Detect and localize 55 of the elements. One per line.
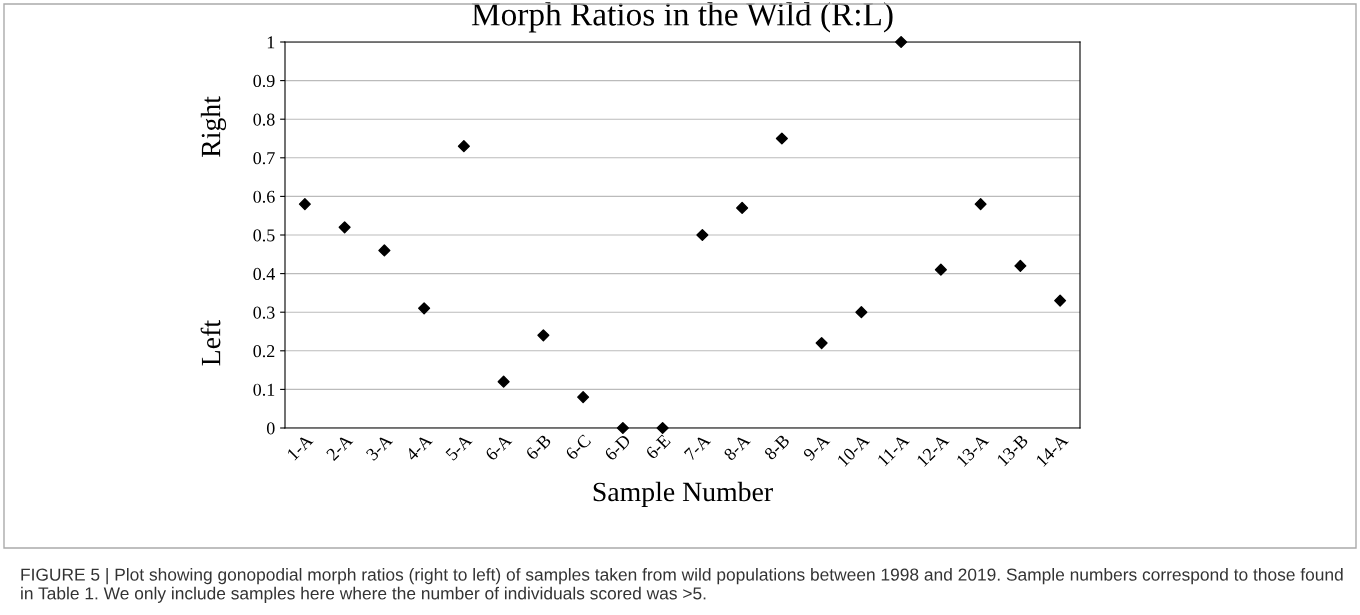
y-tick-label: 0.2 <box>253 345 275 358</box>
x-tick-label: 10-A <box>836 433 871 467</box>
y-tick-label: 0.1 <box>253 383 275 396</box>
x-tick-label: 12-A <box>916 433 950 467</box>
y-tick-label: 0 <box>266 422 275 435</box>
point <box>378 244 391 257</box>
x-tick-label: 1-A <box>286 433 314 461</box>
point <box>1054 294 1067 307</box>
point <box>974 198 987 211</box>
x-tick-label: 6-B <box>525 433 552 461</box>
x-tick-label: 8-A <box>723 433 752 462</box>
x-tick-label: 14-A <box>1035 433 1069 467</box>
x-tick-label: 11-A <box>876 433 910 467</box>
x-tick-label: 4-A <box>404 433 433 462</box>
point <box>418 302 431 315</box>
x-tick-label: 6-E <box>645 433 671 460</box>
point <box>1014 259 1027 272</box>
text: Right <box>200 96 227 157</box>
point <box>338 221 351 234</box>
point <box>298 198 311 211</box>
chart-title: Morph Ratios in the Wild (R:L) <box>471 2 893 33</box>
point <box>855 306 868 319</box>
y-tick-label: 0.3 <box>253 306 275 319</box>
point <box>736 201 749 215</box>
x-tick-label: 6-D <box>603 433 632 462</box>
y-tick-label: 0.5 <box>253 229 275 242</box>
point <box>775 132 788 145</box>
y-tick-label: 0.8 <box>253 113 275 126</box>
x-tick-label: 6-C <box>564 433 592 461</box>
x-tick-label: 6-A <box>484 433 513 462</box>
point <box>895 35 908 49</box>
x-tick-label: 9-A <box>802 433 831 462</box>
point <box>815 337 828 350</box>
y-tick-label: 0.9 <box>253 74 275 88</box>
point <box>656 421 669 435</box>
point <box>537 329 550 342</box>
x-tick-label: 2-A <box>325 433 354 462</box>
point <box>934 263 947 276</box>
x-tick-label: 3-A <box>365 433 394 462</box>
point <box>696 228 709 242</box>
x-tick-label: 5-A <box>445 433 473 461</box>
point <box>497 375 510 388</box>
y-tick-label: 0.7 <box>253 152 275 165</box>
x-tick-label: 7-A <box>683 433 712 461</box>
y-tick-label: 1 <box>267 36 275 49</box>
text: Left <box>200 320 221 366</box>
x-tick-label: 13-A <box>955 433 990 467</box>
x-axis-title: Sample Number <box>593 481 773 507</box>
y-tick-label: 0.4 <box>253 267 275 281</box>
y-tick-label: 0.6 <box>253 190 275 203</box>
point <box>616 421 629 435</box>
caption: FIGURE 5 | Plot showing gonopodial morph ratios (right to left) of samples taken from wild populations between 1998 and 2019. Sample numbers correspond to those found in Table 1. We only include samples here where the number of individuals scored was >5. <box>21 568 1343 603</box>
x-tick-label: 8-B <box>763 433 791 461</box>
point <box>577 391 590 404</box>
point <box>457 140 470 153</box>
